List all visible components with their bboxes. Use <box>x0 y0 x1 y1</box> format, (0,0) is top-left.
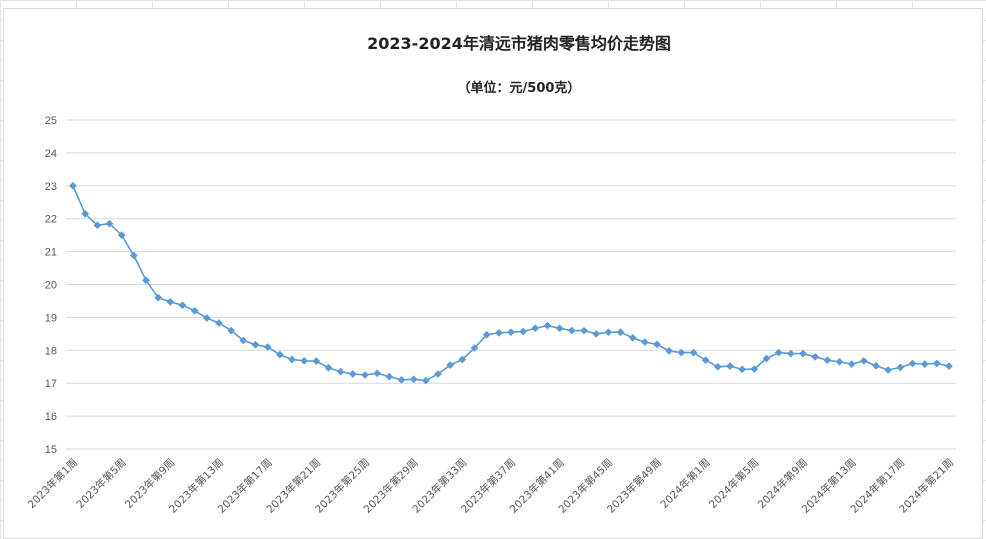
y-tick-label: 20 <box>45 280 57 292</box>
data-point[interactable] <box>129 251 138 260</box>
data-point[interactable] <box>750 365 759 374</box>
y-tick-label: 22 <box>45 214 57 226</box>
data-point[interactable] <box>701 356 710 365</box>
data-point[interactable] <box>69 181 77 190</box>
x-tick-label: 2024年第9周 <box>755 456 810 511</box>
data-point[interactable] <box>677 348 686 357</box>
data-point[interactable] <box>227 326 236 335</box>
chart-title: 2023-2024年清远市猪肉零售均价走势图 <box>367 34 671 53</box>
data-point[interactable] <box>884 366 893 374</box>
data-point[interactable] <box>774 348 783 357</box>
data-point[interactable] <box>567 326 576 335</box>
data-point[interactable] <box>519 327 528 336</box>
gridlines <box>66 119 956 450</box>
data-point[interactable] <box>434 370 442 378</box>
data-point[interactable] <box>239 336 248 345</box>
data-point[interactable] <box>446 361 455 370</box>
data-point[interactable] <box>811 352 820 361</box>
data-point[interactable] <box>896 363 905 372</box>
x-tick-label: 2024年第1周 <box>658 456 713 511</box>
series-price <box>69 181 953 385</box>
data-point[interactable] <box>689 348 698 357</box>
x-tick-label: 2023年第1周 <box>25 456 80 511</box>
y-tick-label: 18 <box>45 345 57 357</box>
chart-subtitle: （单位：元/500克） <box>458 80 581 96</box>
data-point[interactable] <box>251 340 260 349</box>
y-tick-label: 23 <box>45 181 57 193</box>
data-point[interactable] <box>288 355 296 364</box>
y-tick-label: 24 <box>45 148 57 160</box>
y-tick-label: 17 <box>45 378 57 390</box>
data-point[interactable] <box>117 231 126 240</box>
data-point[interactable] <box>215 319 223 327</box>
x-axis-ticks: 2023年第1周2023年第5周2023年第9周2023年第13周2023年第1… <box>25 456 956 516</box>
data-point[interactable] <box>713 362 722 371</box>
data-point[interactable] <box>458 355 467 364</box>
data-point[interactable] <box>202 314 211 323</box>
data-point[interactable] <box>580 326 588 335</box>
data-point[interactable] <box>324 363 333 372</box>
data-point[interactable] <box>142 276 150 285</box>
data-point[interactable] <box>93 221 102 230</box>
data-point[interactable] <box>799 349 807 358</box>
y-tick-label: 25 <box>45 115 57 127</box>
data-point[interactable] <box>336 367 345 376</box>
y-tick-label: 21 <box>45 247 57 259</box>
y-axis-ticks: 25 24 23 22 21 20 19 18 17 16 15 <box>45 115 57 456</box>
data-point[interactable] <box>738 365 747 374</box>
data-point[interactable] <box>945 362 953 371</box>
data-point[interactable] <box>823 356 832 365</box>
data-point[interactable] <box>482 330 491 339</box>
data-point[interactable] <box>348 370 357 378</box>
data-point[interactable] <box>373 369 382 378</box>
data-point[interactable] <box>847 360 856 369</box>
data-point[interactable] <box>908 359 917 368</box>
data-point[interactable] <box>653 340 661 349</box>
data-point[interactable] <box>872 361 880 370</box>
data-point[interactable] <box>640 338 649 347</box>
data-point[interactable] <box>300 356 309 365</box>
data-point[interactable] <box>178 301 187 310</box>
data-point[interactable] <box>470 344 479 352</box>
chart-area[interactable] <box>3 8 983 539</box>
data-point[interactable] <box>859 356 868 365</box>
data-point[interactable] <box>385 372 394 381</box>
data-point[interactable] <box>616 328 625 337</box>
data-point[interactable] <box>726 362 734 371</box>
data-point[interactable] <box>531 324 540 333</box>
data-point[interactable] <box>786 349 795 358</box>
data-point[interactable] <box>543 321 552 330</box>
data-point[interactable] <box>507 328 515 337</box>
y-tick-label: 15 <box>45 444 57 456</box>
data-point[interactable] <box>494 328 503 337</box>
data-point[interactable] <box>920 360 929 369</box>
data-point[interactable] <box>409 375 418 384</box>
data-point[interactable] <box>81 209 90 218</box>
data-point[interactable] <box>166 297 175 306</box>
data-point[interactable] <box>154 293 163 302</box>
data-point[interactable] <box>421 376 430 385</box>
data-point[interactable] <box>665 347 674 355</box>
data-point[interactable] <box>592 329 601 338</box>
y-tick-label: 19 <box>45 312 57 324</box>
x-tick-label: 2024年第5周 <box>706 456 761 511</box>
data-point[interactable] <box>397 375 406 384</box>
data-point[interactable] <box>932 359 941 368</box>
data-point[interactable] <box>762 354 771 363</box>
data-point[interactable] <box>835 357 844 366</box>
data-point[interactable] <box>275 350 284 359</box>
y-tick-label: 16 <box>45 411 57 423</box>
data-point[interactable] <box>263 343 272 351</box>
data-point[interactable] <box>312 357 321 366</box>
data-point[interactable] <box>604 328 613 337</box>
data-point[interactable] <box>555 324 564 333</box>
data-point[interactable] <box>105 219 114 228</box>
data-point[interactable] <box>190 306 199 315</box>
data-point[interactable] <box>361 371 369 379</box>
data-point[interactable] <box>628 333 637 342</box>
x-tick-label: 2023年第9周 <box>122 456 177 511</box>
series-line <box>72 185 950 382</box>
x-tick-label: 2023年第5周 <box>74 456 129 511</box>
